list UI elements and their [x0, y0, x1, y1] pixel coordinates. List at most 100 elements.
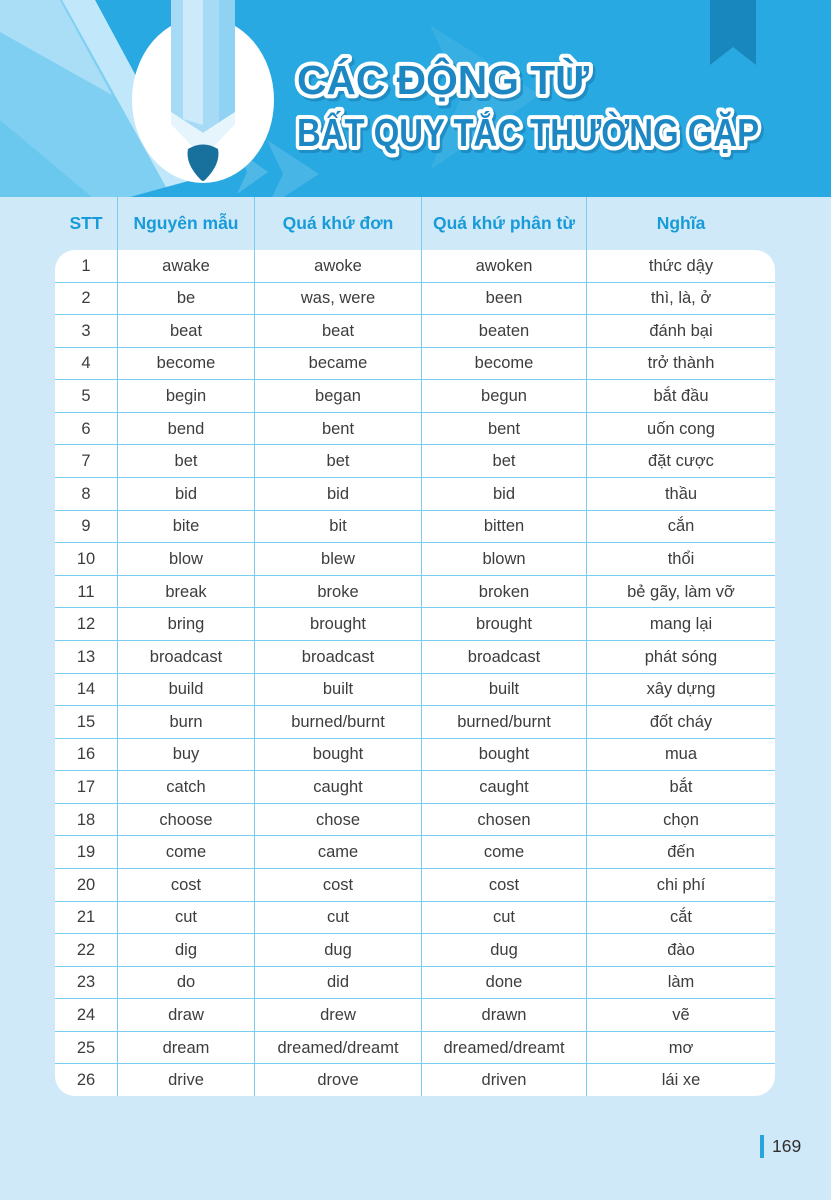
table-row: 24 draw drew drawn vẽ — [55, 999, 775, 1032]
cell-base-form: choose — [118, 803, 255, 836]
cell-base-form: break — [118, 575, 255, 608]
cell-number: 5 — [55, 380, 118, 412]
table-row: 26 drive drove driven lái xe — [55, 1064, 775, 1096]
cell-past-participle: chosen — [422, 803, 587, 836]
cell-base-form: begin — [118, 380, 255, 412]
cell-meaning: vẽ — [672, 1006, 690, 1025]
table-row: 9 bite bit bitten cắn — [55, 510, 775, 544]
cell-meaning: đến — [667, 843, 695, 862]
cell-number: 15 — [55, 706, 118, 738]
cell-past-simple: began — [255, 380, 422, 412]
cell-past-participle: awoken — [422, 250, 587, 282]
table-row: 11 break broke broken bẻ gãy, làm vỡ — [55, 575, 775, 609]
cell-past-simple: dug — [255, 934, 422, 966]
table-row: 15 burn burned/burnt burned/burnt đốt ch… — [55, 706, 775, 739]
cell-base-form: catch — [118, 771, 255, 803]
cell-past-participle: bought — [422, 738, 587, 771]
cell-past-participle: bet — [422, 445, 587, 478]
cell-past-simple: came — [255, 836, 422, 868]
table-row: 18 choose chose chosen chọn — [55, 803, 775, 837]
cell-past-simple: caught — [255, 771, 422, 803]
cell-past-simple: bit — [255, 510, 422, 543]
cell-past-participle: cost — [422, 868, 587, 901]
cell-past-participle: cut — [422, 901, 587, 934]
cell-past-participle: burned/burnt — [422, 706, 587, 738]
cell-past-simple: bet — [255, 445, 422, 478]
table-row: 6 bend bent bent uốn cong — [55, 412, 775, 446]
banner-graphic: CÁC ĐỘNG TỪ BẤT QUY TẮC THƯỜNG GẶP — [0, 0, 831, 197]
cell-base-form: beat — [118, 315, 255, 347]
irregular-verbs-table: 1 awake awoke awoken thức dậy 2 be was, … — [55, 250, 775, 1096]
table-row: 5 begin began begun bắt đầu — [55, 380, 775, 413]
cell-base-form: bend — [118, 412, 255, 445]
table-row: 14 build built built xây dựng — [55, 673, 775, 707]
title-line-1: CÁC ĐỘNG TỪ — [297, 57, 590, 103]
cell-number: 6 — [55, 412, 118, 445]
cell-meaning: bắt — [669, 777, 693, 796]
cell-past-participle: been — [422, 282, 587, 315]
cell-meaning: mua — [664, 745, 698, 764]
cell-number: 9 — [55, 510, 118, 543]
cell-past-simple: awoke — [255, 250, 422, 282]
cell-base-form: bet — [118, 445, 255, 478]
cell-number: 4 — [55, 347, 118, 380]
cell-meaning: bẻ gãy, làm vỡ — [627, 582, 735, 601]
cell-number: 2 — [55, 282, 118, 315]
cell-meaning: mang lại — [649, 615, 713, 634]
cell-number: 23 — [55, 966, 118, 999]
table-row: 19 come came come đến — [55, 836, 775, 869]
cell-past-participle: done — [422, 966, 587, 999]
table-row: 10 blow blew blown thổi — [55, 543, 775, 576]
cell-base-form: bite — [118, 510, 255, 543]
cell-number: 20 — [55, 868, 118, 901]
cell-past-participle: driven — [422, 1064, 587, 1096]
page-number-bar — [760, 1135, 764, 1158]
cell-base-form: become — [118, 347, 255, 380]
cell-meaning: phát sóng — [644, 647, 718, 666]
cell-number: 17 — [55, 771, 118, 803]
cell-base-form: awake — [118, 250, 255, 282]
cell-past-simple: was, were — [255, 282, 422, 315]
cell-number: 14 — [55, 673, 118, 706]
cell-number: 16 — [55, 738, 118, 771]
cell-meaning: chi phí — [656, 875, 706, 894]
cell-past-simple: cost — [255, 868, 422, 901]
cell-base-form: drive — [118, 1064, 255, 1096]
cell-past-participle: dug — [422, 934, 587, 966]
cell-past-participle: become — [422, 347, 587, 380]
cell-number: 12 — [55, 608, 118, 640]
cell-meaning: bắt đầu — [653, 387, 709, 406]
cell-number: 21 — [55, 901, 118, 934]
cell-past-simple: drew — [255, 999, 422, 1031]
cell-base-form: broadcast — [118, 640, 255, 673]
cell-past-simple: bid — [255, 478, 422, 510]
cell-meaning: chọn — [663, 810, 699, 829]
cell-meaning: đốt cháy — [649, 712, 713, 731]
cell-past-participle: broadcast — [422, 640, 587, 673]
cell-meaning: cắn — [667, 517, 695, 536]
table-row: 25 dream dreamed/dreamt dreamed/dreamt m… — [55, 1031, 775, 1065]
cell-past-simple: brought — [255, 608, 422, 640]
cell-past-participle: broken — [422, 575, 587, 608]
table-row: 7 bet bet bet đặt cược — [55, 445, 775, 479]
title-line-2: BẤT QUY TẮC THƯỜNG GẶP — [297, 111, 759, 155]
cell-base-form: dream — [118, 1031, 255, 1064]
table-row: 2 be was, were been thì, là, ở — [55, 282, 775, 316]
cell-base-form: dig — [118, 934, 255, 966]
column-header-past-simple: Quá khứ đơn — [255, 197, 422, 250]
cell-base-form: be — [118, 282, 255, 315]
cell-meaning: xây dựng — [646, 680, 716, 699]
cell-meaning: làm — [667, 973, 695, 992]
cell-past-participle: begun — [422, 380, 587, 412]
cell-past-participle: bent — [422, 412, 587, 445]
pencil-icon — [132, 0, 274, 183]
cell-past-simple: dreamed/dreamt — [255, 1031, 422, 1064]
cell-past-participle: bitten — [422, 510, 587, 543]
cell-past-simple: blew — [255, 543, 422, 575]
cell-meaning: cắt — [669, 908, 692, 927]
cell-past-simple: chose — [255, 803, 422, 836]
cell-meaning: đánh bại — [649, 321, 713, 340]
table-row: 16 buy bought bought mua — [55, 738, 775, 772]
table-row: 12 bring brought brought mang lại — [55, 608, 775, 641]
cell-past-simple: beat — [255, 315, 422, 347]
